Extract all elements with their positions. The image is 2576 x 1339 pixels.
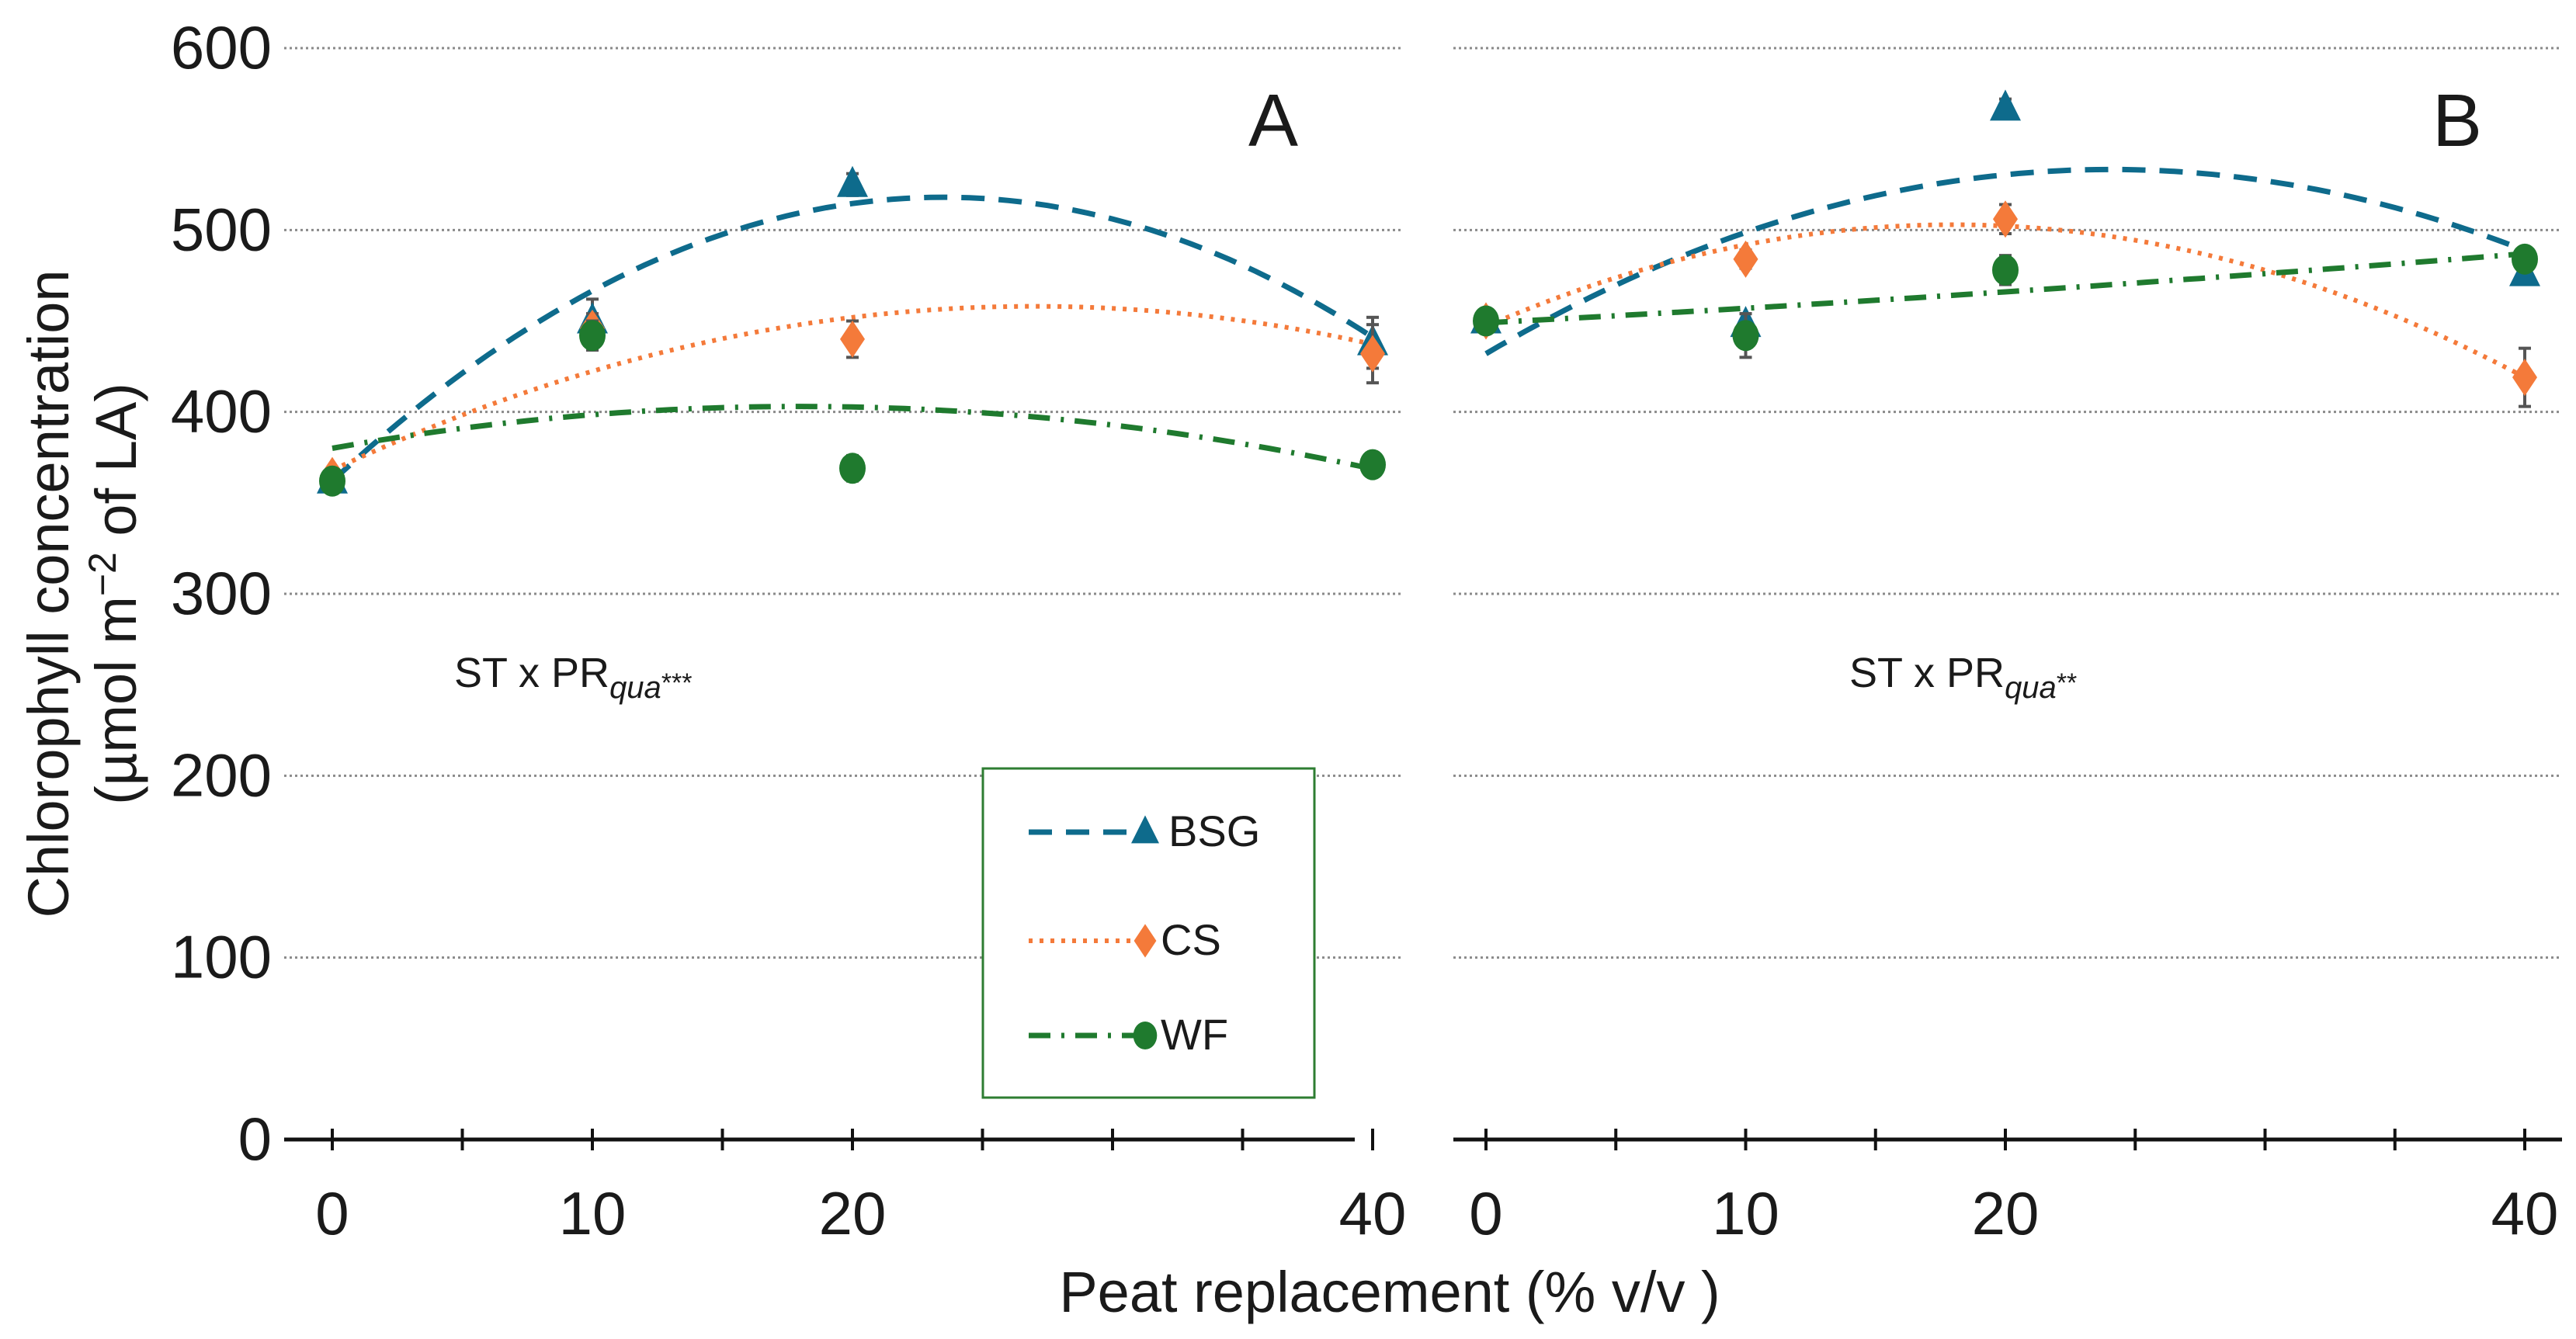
data-points xyxy=(317,89,2540,497)
panel-a-x-tick-label-0: 0 xyxy=(315,1179,349,1247)
circle-marker xyxy=(579,320,606,352)
legend-label-bsg: BSG xyxy=(1168,807,1260,855)
panel-a-fit-cs xyxy=(331,304,1373,473)
panel-b-point-cs-40 xyxy=(2512,346,2537,408)
y-tick-label-400: 400 xyxy=(171,377,272,446)
panel-a-point-cs-20 xyxy=(840,319,865,359)
panel-b-x-tick-label-40: 40 xyxy=(2491,1179,2559,1247)
panel-a-point-bsg-20 xyxy=(837,165,868,197)
panel-b-x-tick-label-10: 10 xyxy=(1712,1179,1779,1247)
panel-a-x-tick-label-20: 20 xyxy=(819,1179,887,1247)
diamond-marker xyxy=(1993,200,2018,238)
panel-label-b: B xyxy=(2432,79,2482,162)
panel-a-fit-bsg xyxy=(330,194,1374,484)
panel-b-point-cs-20 xyxy=(1993,200,2018,238)
y-tick-label-500: 500 xyxy=(171,195,272,263)
fit-curves xyxy=(330,166,2526,484)
panel-b-point-cs-10 xyxy=(1733,240,1758,278)
y-axis-label-line1: Chlorophyll concentration xyxy=(16,269,81,918)
annotation-a: ST x PRqua*** xyxy=(454,650,693,705)
diamond-marker xyxy=(1360,335,1385,373)
panel-a-point-cs-40 xyxy=(1360,323,1385,385)
panel-b-fit-wf xyxy=(1485,251,2526,326)
legend-label-wf: WF xyxy=(1161,1010,1228,1059)
panel-a-point-wf-10 xyxy=(579,319,606,352)
panel-b-point-wf-0 xyxy=(1473,305,1499,337)
panel-b-fit-cs xyxy=(1484,222,2526,380)
circle-marker xyxy=(1732,320,1759,352)
circle-marker xyxy=(1359,449,1386,480)
panel-a-point-wf-0 xyxy=(319,465,345,497)
legend-circle-icon xyxy=(1133,1022,1158,1049)
circle-marker xyxy=(319,465,345,497)
panel-a-x-tick-label-10: 10 xyxy=(559,1179,627,1247)
x-axis-label: Peat replacement (% v/v ) xyxy=(1059,1260,1720,1324)
y-tick-label-0: 0 xyxy=(238,1105,272,1173)
panel-label-a: A xyxy=(1248,79,1298,162)
legend-triangle-icon xyxy=(1131,815,1159,844)
panel-a-point-wf-20 xyxy=(839,453,866,484)
circle-marker xyxy=(1473,305,1499,337)
legend: BSG CS WF xyxy=(981,767,1316,1099)
diamond-marker xyxy=(2512,359,2537,397)
y-tick-label-300: 300 xyxy=(171,559,272,627)
triangle-marker xyxy=(1990,89,2021,121)
circle-marker xyxy=(2512,243,2538,275)
annotation-b: ST x PRqua** xyxy=(1849,650,2077,705)
panel-b-point-wf-40 xyxy=(2512,243,2538,275)
legend-diamond-icon xyxy=(1134,924,1157,958)
panel-b-x-tick-label-20: 20 xyxy=(1972,1179,2040,1247)
panel-a-point-wf-40 xyxy=(1359,449,1386,480)
y-tick-label-600: 600 xyxy=(171,13,272,82)
diamond-marker xyxy=(1733,240,1758,278)
y-tick-label-200: 200 xyxy=(171,741,272,809)
y-tick-label-100: 100 xyxy=(171,923,272,991)
circle-marker xyxy=(1992,254,2019,286)
panel-a-x-tick-label-40: 40 xyxy=(1339,1179,1407,1247)
triangle-marker xyxy=(837,165,868,197)
panel-b-x-tick-label-0: 0 xyxy=(1469,1179,1502,1247)
diamond-marker xyxy=(840,320,865,358)
gridlines xyxy=(284,47,2562,959)
panel-b-point-wf-10 xyxy=(1732,312,1759,359)
panel-b-point-bsg-20 xyxy=(1990,89,2021,121)
panel-b-fit-bsg xyxy=(1484,166,2526,356)
legend-label-cs: CS xyxy=(1161,915,1221,964)
circle-marker xyxy=(839,453,866,484)
panel-b-point-wf-20 xyxy=(1992,254,2019,286)
panel-a-fit-wf xyxy=(332,404,1373,472)
y-axis-label-line2: (µmol m−2 of LA) xyxy=(81,383,148,805)
